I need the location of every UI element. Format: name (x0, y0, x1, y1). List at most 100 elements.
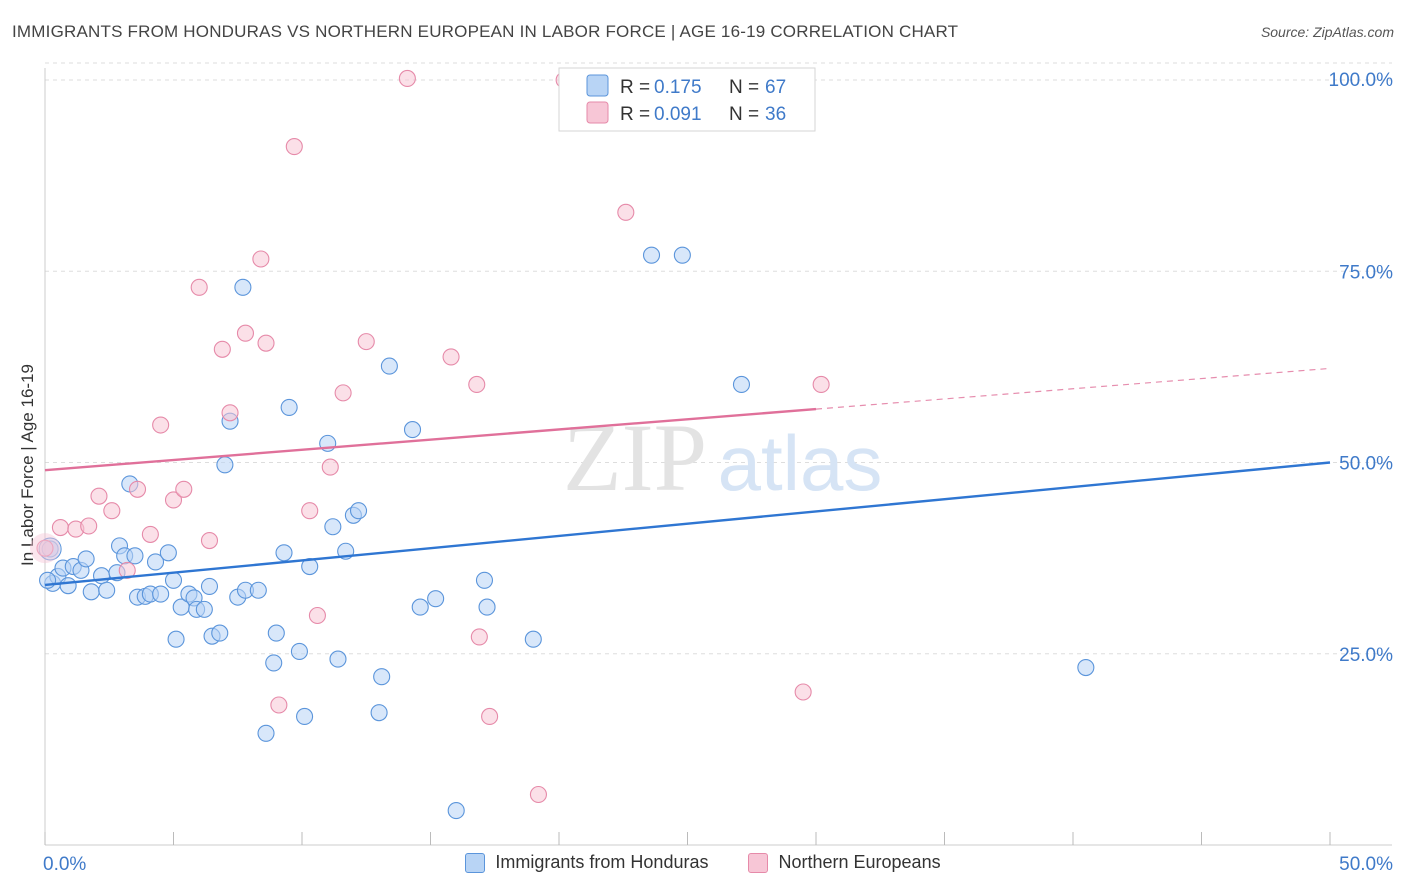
data-point (80, 517, 98, 535)
data-point (98, 581, 116, 599)
data-point (118, 561, 136, 579)
data-point (285, 138, 303, 156)
data-point (59, 577, 77, 595)
data-point (617, 203, 635, 221)
source-credit: Source: ZipAtlas.com (1260, 24, 1394, 40)
cluster-point (30, 533, 60, 564)
data-point (36, 539, 54, 557)
x-tick-label-max: 50.0% (1339, 854, 1393, 875)
data-point (152, 416, 170, 434)
data-point (270, 696, 288, 714)
y-tick-label: 100.0% (1329, 70, 1394, 91)
x-tick-label-min: 0.0% (43, 854, 86, 875)
y-tick-label: 75.0% (1339, 262, 1393, 283)
data-point (427, 590, 445, 608)
data-point (200, 577, 219, 595)
data-point (236, 324, 255, 342)
data-point (257, 334, 275, 352)
data-point (370, 704, 388, 722)
data-point (265, 654, 283, 672)
data-point (126, 547, 144, 565)
data-point (39, 571, 57, 589)
data-point (442, 348, 460, 366)
legend-item-honduras: Immigrants from Honduras (465, 852, 708, 873)
data-point (380, 357, 398, 375)
watermark: ZIP atlas (563, 404, 882, 511)
data-point (280, 398, 298, 416)
data-point (90, 487, 108, 505)
legend-blue-r-label: R = (620, 77, 650, 98)
data-point (403, 421, 422, 439)
data-point (373, 668, 391, 686)
legend-bottom: Immigrants from Honduras Northern Europe… (0, 852, 1406, 873)
chart-title: IMMIGRANTS FROM HONDURAS VS NORTHERN EUR… (12, 22, 959, 41)
data-point (1077, 658, 1095, 677)
data-point (470, 628, 488, 646)
y-tick-label: 25.0% (1339, 645, 1393, 666)
data-point (301, 502, 319, 520)
data-point (234, 278, 252, 296)
data-point (275, 544, 293, 562)
data-point (812, 375, 830, 394)
axes (44, 68, 1392, 846)
data-point (164, 571, 183, 589)
data-point (475, 571, 494, 589)
data-point (190, 278, 208, 296)
data-point (524, 630, 542, 648)
data-point (290, 642, 308, 661)
legend-blue-n-value: 67 (765, 77, 786, 98)
data-point (146, 553, 165, 571)
data-point (308, 606, 326, 625)
data-point (324, 518, 342, 536)
legend-honduras-label: Immigrants from Honduras (495, 852, 709, 872)
data-point (216, 456, 234, 474)
data-point (159, 544, 177, 562)
data-point (447, 802, 465, 820)
legend-honduras-swatch (465, 852, 486, 873)
data-point (329, 650, 347, 668)
grid-lines (45, 62, 1392, 655)
data-point (321, 458, 339, 476)
data-point (481, 707, 499, 726)
data-point (794, 683, 812, 701)
data-point (478, 598, 496, 616)
legend-blue-swatch (586, 74, 609, 97)
watermark-zip: ZIP (563, 404, 707, 511)
trend-lines (44, 367, 1331, 587)
legend-blue-r-value: 0.175 (654, 77, 702, 98)
data-point (642, 246, 661, 264)
data-point (252, 250, 270, 268)
data-point (152, 585, 170, 603)
data-point (200, 531, 219, 550)
legend-item-northern-european: Northern Europeans (748, 852, 941, 873)
trend-line-northern-european-extension (815, 367, 1331, 410)
legend-top: R = 0.175 N = 67 R = 0.091 N = 36 (558, 67, 816, 132)
y-tick-label: 50.0% (1339, 454, 1393, 475)
legend-pink-r-value: 0.091 (654, 104, 702, 125)
tick-labels: 25.0% 50.0% 75.0% 100.0% 0.0% 50.0% (43, 70, 1393, 875)
legend-northern-european-label: Northern Europeans (778, 852, 941, 872)
data-point (398, 69, 416, 88)
data-point (349, 502, 368, 520)
data-point (296, 707, 314, 726)
data-point (213, 340, 231, 358)
legend-northern-european-swatch (748, 852, 769, 873)
data-point (82, 583, 100, 601)
legend-pink-n-value: 36 (765, 104, 786, 125)
data-point (164, 491, 183, 509)
data-point (141, 525, 159, 543)
data-point (211, 624, 229, 642)
trend-line-honduras (44, 461, 1331, 587)
legend-blue-n-label: N = (729, 77, 759, 98)
data-point (51, 518, 69, 537)
data-point (732, 375, 751, 394)
data-point (167, 630, 185, 648)
data-point (103, 502, 121, 520)
data-point (334, 384, 352, 402)
watermark-atlas: atlas (718, 419, 883, 507)
series-honduras-points (38, 246, 1095, 820)
data-point (77, 550, 95, 568)
trend-line-northern-european (44, 407, 817, 472)
data-point (257, 724, 275, 742)
legend-pink-r-label: R = (620, 104, 650, 125)
